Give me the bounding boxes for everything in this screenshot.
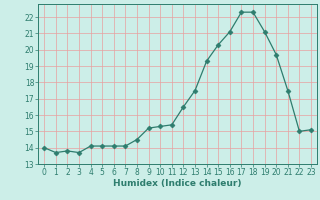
X-axis label: Humidex (Indice chaleur): Humidex (Indice chaleur) bbox=[113, 179, 242, 188]
